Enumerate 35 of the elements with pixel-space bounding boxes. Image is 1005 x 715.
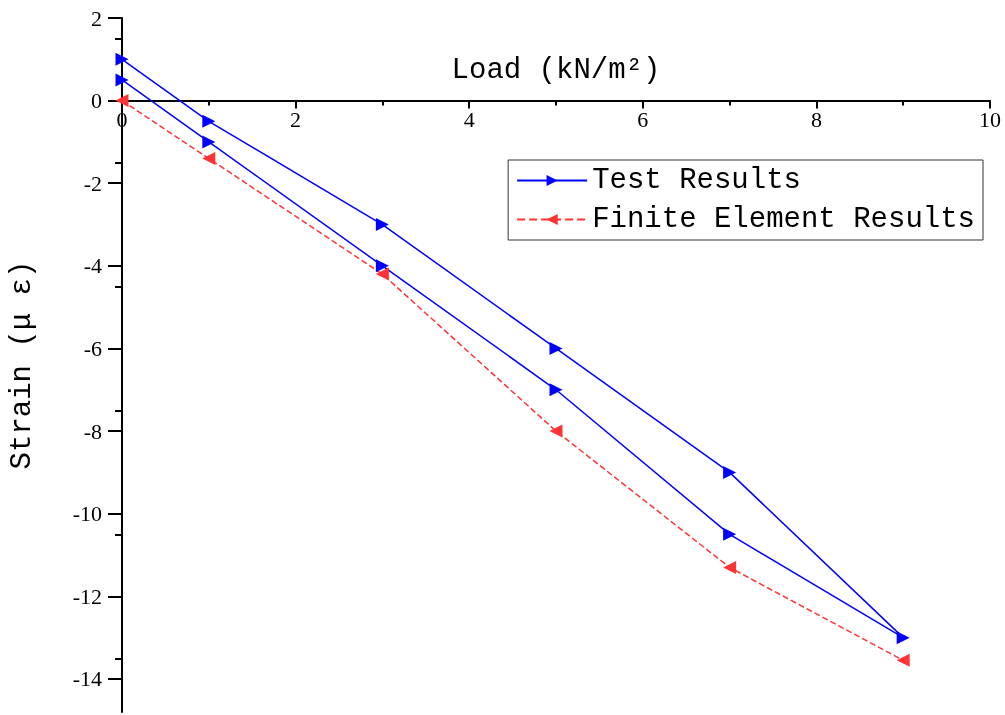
legend-label: Finite Element Results [592,203,976,236]
x-tick-label: 10 [979,107,1001,133]
y-tick-label: -2 [83,170,102,196]
y-axis-title: Strain (μ ε) [6,260,39,470]
point [549,383,563,397]
x-tick-label: 4 [463,107,475,133]
x-axis-title: Load (kN/m²) [451,53,661,87]
y-tick-label: -12 [72,583,102,609]
point [723,465,737,479]
point [115,73,129,87]
point [723,560,737,574]
x-tick-label: 2 [290,107,302,133]
y-tick-label: 0 [91,88,102,114]
y-tick-label: -14 [72,666,102,692]
point [549,341,563,355]
point [896,631,910,645]
point [896,653,910,667]
point [202,114,216,128]
point [549,424,563,438]
x-tick-label: 6 [637,107,649,133]
point [115,52,129,66]
point [375,218,389,232]
point [375,259,389,273]
point [375,267,389,281]
x-tick-label: 8 [810,107,822,133]
point [202,135,216,149]
point [115,94,129,108]
y-tick-label: -4 [83,253,102,279]
point [202,151,216,165]
y-tick-label: -10 [72,501,102,527]
point [723,527,737,541]
y-tick-label: -8 [83,418,102,444]
y-tick-label: -6 [83,335,102,361]
legend-label: Test Results [592,164,801,197]
y-tick-label: 2 [91,5,102,31]
